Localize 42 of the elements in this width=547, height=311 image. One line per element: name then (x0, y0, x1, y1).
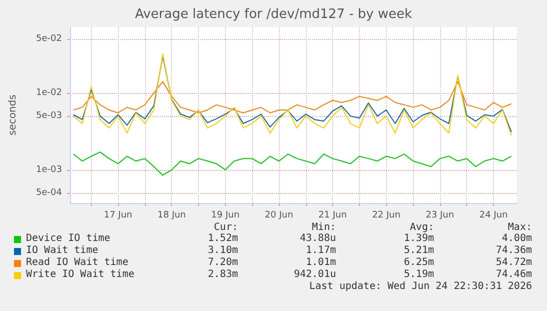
line-series (72, 81, 512, 114)
line-series (72, 152, 512, 176)
text: 5.19m (404, 269, 434, 281)
text: Max: (508, 222, 532, 234)
x-tick-label: 24 Jun (479, 210, 508, 220)
y-tick-label: 5e-04 (36, 188, 62, 198)
text: 1.01m (306, 257, 336, 269)
text: 43.88u (300, 233, 336, 245)
text: 1.52m (208, 233, 238, 245)
text: 4.00m (502, 233, 532, 245)
y-tick-label: 1e-03 (36, 164, 62, 175)
text: 3.10m (208, 245, 238, 257)
text: Last update: Wed Jun 24 22:30:31 2026 (309, 281, 532, 293)
text: Cur: (214, 222, 238, 234)
text: 54.72m (496, 257, 532, 269)
text: 5.21m (404, 245, 434, 257)
y-tick-label: 1e-02 (36, 88, 62, 98)
text: 6.25m (404, 257, 434, 269)
text: 74.36m (496, 245, 532, 257)
y-axis-title: seconds (8, 94, 18, 136)
x-tick-label: 23 Jun (426, 210, 454, 220)
text: 942.01u (294, 269, 336, 281)
text: 1.39m (404, 233, 434, 245)
x-tick-label: 18 Jun (157, 210, 186, 220)
text: Min: (312, 222, 336, 234)
text: Avg: (410, 222, 434, 234)
x-tick-label: 22 Jun (372, 210, 400, 220)
legend-label: Write IO Wait time (26, 269, 134, 281)
text: 7.20m (208, 257, 238, 269)
text: 2.83m (208, 269, 238, 281)
legend-label: IO Wait time (26, 245, 98, 257)
text: 1.17m (306, 245, 336, 257)
y-tick-label: 5e-02 (36, 34, 62, 44)
chart-title: Average latency for /dev/md127 - by week (134, 7, 412, 22)
x-tick-label: 19 Jun (211, 210, 240, 220)
text: 74.46m (496, 269, 532, 281)
y-tick-label: 5e-03 (36, 111, 62, 122)
x-tick-label: 17 Jun (104, 210, 132, 220)
legend-label: Device IO time (26, 233, 110, 245)
x-tick-label: 20 Jun (264, 210, 294, 220)
x-tick-label: 21 Jun (318, 210, 347, 220)
legend-label: Read IO Wait time (26, 257, 128, 269)
